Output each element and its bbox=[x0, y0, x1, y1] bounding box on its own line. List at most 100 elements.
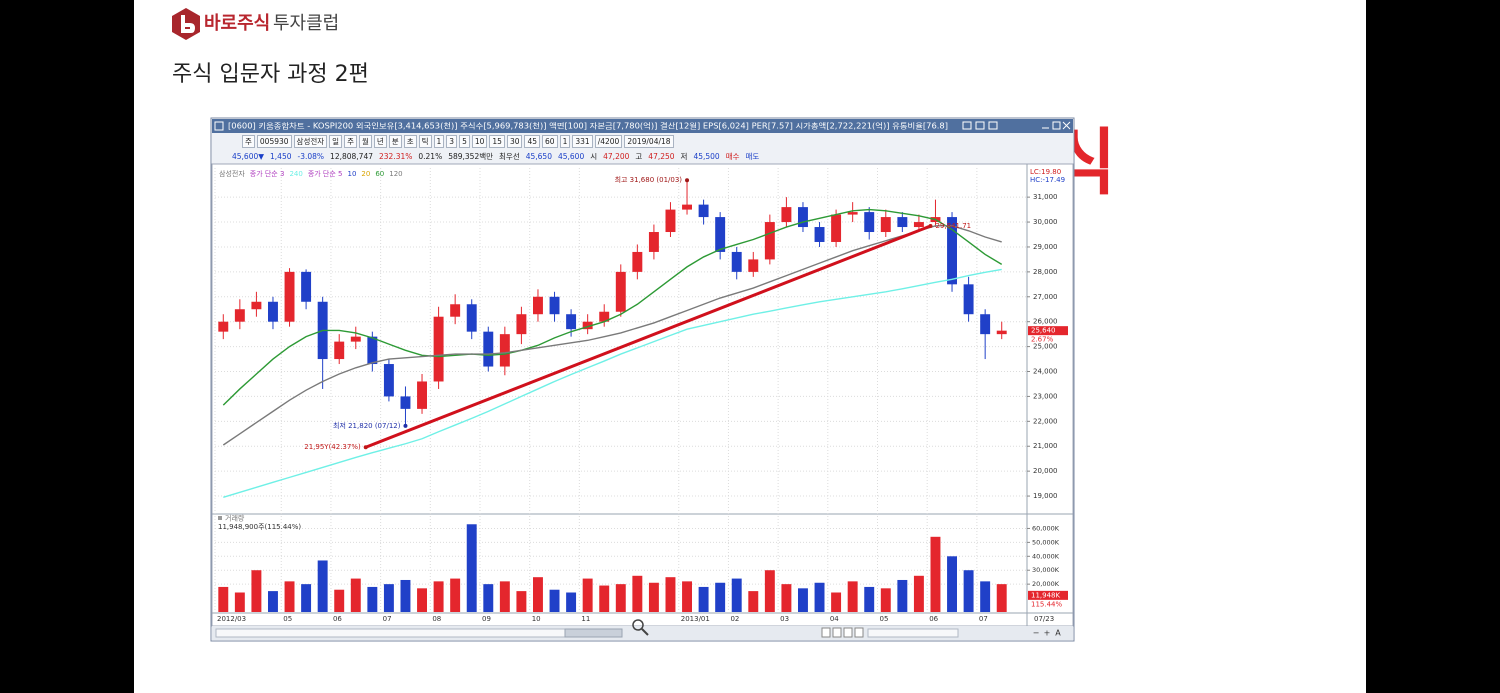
quote-field[interactable]: -3.08% bbox=[297, 152, 325, 161]
pane-title: 거래량 bbox=[225, 514, 245, 523]
play-button[interactable] bbox=[832, 627, 842, 638]
volume-bar bbox=[566, 592, 577, 612]
toolbar-button[interactable]: 1 bbox=[433, 135, 445, 148]
volume-bar bbox=[251, 570, 262, 612]
x-tick-label: 08 bbox=[432, 615, 441, 623]
window-button[interactable] bbox=[962, 121, 972, 130]
annotation: 21,95Y(42.37%) bbox=[304, 443, 361, 451]
maximize-button[interactable] bbox=[1052, 121, 1061, 130]
window-button[interactable] bbox=[975, 121, 985, 130]
quote-field[interactable]: 매도 bbox=[745, 152, 760, 161]
toolbar-button[interactable]: 3 bbox=[446, 135, 458, 148]
legend-entry: 10 bbox=[347, 170, 356, 178]
toolbar-button[interactable]: 월 bbox=[358, 135, 372, 148]
y-tick-label: 27,000 bbox=[1033, 293, 1058, 301]
volume-bar bbox=[880, 588, 891, 612]
toolbar-button[interactable]: 2019/04/18 bbox=[624, 135, 674, 148]
quote-field[interactable]: 232.31% bbox=[379, 152, 413, 161]
toolbar-button[interactable]: 005930 bbox=[256, 135, 292, 148]
axis-note: HC:-17.49 bbox=[1030, 176, 1065, 184]
quote-field[interactable]: 45,600 bbox=[557, 152, 585, 161]
play-button[interactable] bbox=[843, 627, 853, 638]
close-button[interactable] bbox=[1062, 121, 1071, 130]
quote-field[interactable]: 45,500 bbox=[693, 152, 720, 161]
volume-bar bbox=[284, 581, 295, 612]
x-tick-label: 05 bbox=[283, 615, 292, 623]
candle-body bbox=[251, 301, 262, 310]
toolbar-button[interactable]: 년 bbox=[373, 135, 387, 148]
last-value-box bbox=[1028, 590, 1068, 600]
quote-field[interactable]: 0.21% bbox=[418, 152, 443, 161]
chart-area bbox=[211, 163, 1074, 627]
candle-body bbox=[549, 296, 560, 315]
toolbar-button[interactable]: 분 bbox=[388, 135, 402, 148]
volume-bar bbox=[798, 588, 808, 612]
x-tick-label: 09 bbox=[482, 615, 491, 623]
quote-field[interactable]: 고 bbox=[635, 152, 643, 161]
toolbar-button[interactable]: 삼성전자 bbox=[293, 135, 328, 148]
axis-note: LC:19.80 bbox=[1030, 168, 1061, 176]
candle-body bbox=[814, 227, 825, 242]
toolbar-button[interactable]: /4200 bbox=[594, 135, 623, 148]
candle-body bbox=[499, 334, 510, 367]
scroll-thumb[interactable] bbox=[564, 628, 623, 638]
pane-icon bbox=[218, 516, 222, 520]
toolbar-button[interactable]: 30 bbox=[506, 135, 523, 148]
volume-bar bbox=[533, 577, 543, 612]
candle-body bbox=[980, 314, 991, 335]
zoom-control[interactable]: − bbox=[1033, 629, 1040, 638]
zoom-control[interactable]: A bbox=[1055, 629, 1061, 638]
zoom-control[interactable]: + bbox=[1044, 629, 1051, 638]
toolbar-button[interactable]: 틱 bbox=[418, 135, 432, 148]
candle-body bbox=[383, 364, 394, 397]
candle-body bbox=[682, 204, 692, 210]
x-tick-label: 04 bbox=[830, 615, 839, 623]
toolbar-button[interactable]: 초 bbox=[403, 135, 417, 148]
y-tick-label: 60,000K bbox=[1032, 524, 1060, 532]
quote-field[interactable]: 1,450 bbox=[270, 152, 292, 161]
play-button[interactable] bbox=[821, 627, 831, 638]
volume-bar bbox=[665, 577, 676, 612]
toolbar-button[interactable]: 주 bbox=[242, 135, 255, 148]
toolbar-button[interactable]: 주 bbox=[344, 135, 357, 148]
toolbar-button[interactable]: 1 bbox=[559, 135, 571, 148]
candle-body bbox=[748, 259, 759, 272]
candle-body bbox=[632, 251, 643, 272]
quote-field[interactable]: 47,200 bbox=[603, 152, 630, 161]
quote-field[interactable]: 589,352백만 bbox=[448, 152, 494, 161]
candle-body bbox=[268, 301, 278, 322]
volume-bar bbox=[947, 556, 957, 612]
quote-field[interactable]: 47,250 bbox=[648, 152, 675, 161]
legend-entry: 60 bbox=[375, 170, 384, 178]
play-button[interactable] bbox=[854, 627, 864, 638]
quote-field[interactable]: 시 bbox=[590, 152, 598, 161]
candle-body bbox=[615, 271, 626, 312]
quote-field[interactable]: 저 bbox=[680, 152, 688, 161]
toolbar-button[interactable]: 45 bbox=[524, 135, 541, 148]
cursor-magnifier bbox=[632, 619, 644, 631]
candle-body bbox=[913, 222, 924, 228]
toolbar: 주 005930 삼성전자 일 주 월 년 분 초 틱 1 3 5 10 15 30 45 60 1 331/4200… bbox=[214, 135, 1098, 148]
toolbar-button[interactable]: 일 bbox=[329, 135, 343, 148]
quote-field[interactable]: 12,808,747 bbox=[330, 152, 373, 161]
toolbar-button[interactable]: 60 bbox=[542, 135, 558, 148]
volume-bar bbox=[450, 578, 461, 612]
toolbar-button[interactable]: 10 bbox=[471, 135, 488, 148]
candle-body bbox=[284, 271, 295, 322]
toolbar-button[interactable]: 331 bbox=[572, 135, 593, 148]
scroll-track[interactable] bbox=[215, 628, 623, 638]
y-tick-label: 50,000K bbox=[1032, 538, 1060, 546]
toolbar-button[interactable]: 5 bbox=[459, 135, 470, 148]
x-tick-label: 11 bbox=[581, 615, 590, 623]
window-button[interactable] bbox=[988, 121, 998, 130]
zoom-track[interactable] bbox=[867, 628, 959, 638]
candle-body bbox=[764, 222, 775, 260]
volume-bar bbox=[731, 578, 742, 612]
volume-bar bbox=[814, 582, 825, 612]
quote-field[interactable]: 45,650 bbox=[525, 152, 552, 161]
toolbar-button[interactable]: 15 bbox=[489, 135, 505, 148]
quote-field[interactable]: 최우선 bbox=[499, 152, 520, 161]
quote-field[interactable]: 45,600▼ bbox=[232, 152, 265, 161]
quote-field[interactable]: 매수 bbox=[725, 152, 740, 161]
